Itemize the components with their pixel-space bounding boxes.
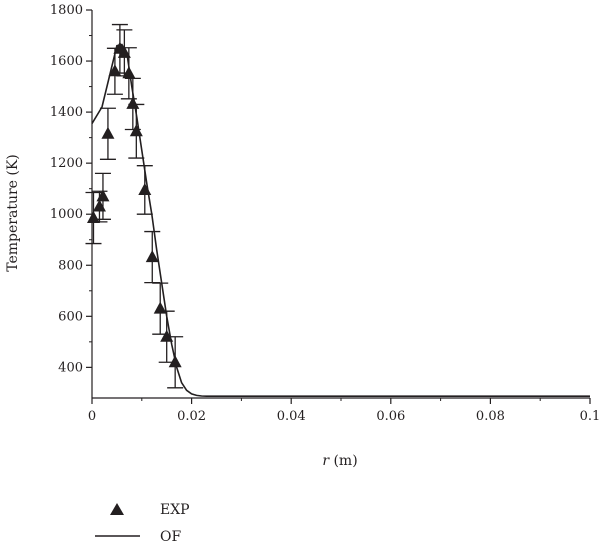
y-tick-label: 1000: [50, 207, 83, 222]
x-tick-label: 0: [88, 409, 96, 424]
y-tick-label: 600: [58, 309, 83, 324]
triangle-marker: [129, 124, 143, 137]
triangle-marker: [168, 355, 182, 368]
triangle-marker: [138, 182, 152, 195]
y-tick-label: 1800: [50, 3, 83, 18]
x-axis-title: r (m): [322, 453, 357, 469]
x-tick-label: 0.08: [476, 409, 505, 424]
exp-data-point: [85, 191, 102, 245]
exp-data-point: [128, 103, 145, 159]
triangle-marker: [86, 211, 100, 224]
exp-data-point: [94, 172, 111, 220]
triangle-marker: [92, 199, 106, 212]
exp-data-point: [120, 47, 137, 100]
triangle-marker: [160, 329, 174, 342]
x-tick-label: 0.02: [177, 409, 206, 424]
x-axis-variable: r: [322, 453, 330, 469]
y-tick-label: 1600: [50, 54, 83, 69]
triangle-marker: [122, 66, 136, 79]
plot-area: [85, 23, 590, 397]
triangle-marker: [117, 45, 131, 58]
y-axis-title: Temperature (K): [5, 154, 21, 272]
legend-triangle-marker: [110, 503, 124, 515]
triangle-marker: [145, 250, 159, 263]
triangle-marker: [96, 189, 110, 202]
x-tick-label: 0.06: [376, 409, 405, 424]
x-tick-label: 0.04: [277, 409, 306, 424]
y-tick-label: 1200: [50, 156, 83, 171]
exp-data-point: [167, 336, 184, 389]
legend-item-of: OF: [95, 529, 181, 545]
y-tick-label: 400: [58, 360, 83, 375]
y-tick-label: 800: [58, 258, 83, 273]
legend-label-of: OF: [160, 529, 181, 545]
exp-data-point: [136, 165, 153, 215]
x-tick-label: 0.1: [580, 409, 600, 424]
x-axis-unit: (m): [333, 453, 357, 469]
y-tick-label: 1400: [50, 105, 83, 120]
legend: EXP OF: [95, 502, 190, 545]
exp-data-point: [99, 107, 116, 160]
triangle-marker: [101, 126, 115, 139]
legend-item-exp: EXP: [110, 502, 190, 518]
exp-data-point: [158, 310, 175, 363]
legend-label-exp: EXP: [160, 502, 190, 518]
axes: 400 600 800 1000 1200 1400 1600 1800 0 0.02 0.04 0.…: [50, 3, 600, 424]
